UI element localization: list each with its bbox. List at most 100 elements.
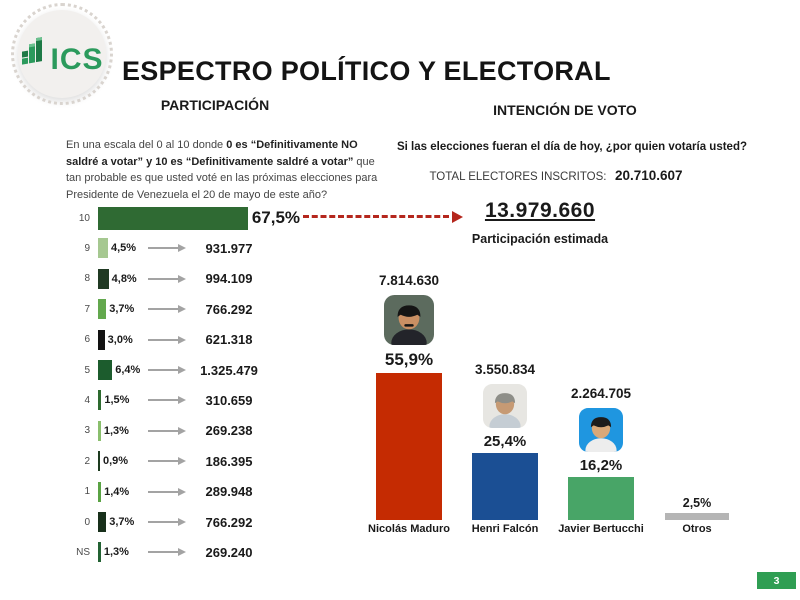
candidate-name: Javier Bertucchi	[558, 523, 644, 535]
participation-percent: 0,9%	[103, 455, 129, 468]
arrow-right-icon	[148, 457, 186, 466]
scale-tick-label: 5	[84, 364, 90, 376]
scale-tick-label: 8	[84, 273, 90, 285]
participation-percent: 1,3%	[103, 424, 129, 437]
participation-row: 8 4,8% 994.109	[60, 264, 390, 294]
participation-bar	[98, 360, 113, 380]
participation-percent: 3,7%	[109, 516, 135, 528]
participation-percent: 4,5%	[110, 242, 137, 255]
arrow-right-icon	[148, 548, 186, 557]
participation-bar	[98, 206, 248, 230]
candidate-column: 3.550.834 25,4% Henri Falcón	[457, 260, 553, 538]
arrow-right-icon	[148, 518, 186, 526]
participation-bar	[98, 268, 109, 289]
estimated-participation-label: Participación estimada	[471, 232, 609, 246]
candidate-percent: 55,9%	[384, 350, 434, 369]
arrow-right-icon	[148, 305, 186, 314]
participation-row: 1 1,4% 289.948	[60, 477, 390, 507]
vote-intention-chart: 7.814.630 55,9% Nicolás Maduro 3.550.834 25,…	[340, 260, 780, 540]
participation-bar	[98, 390, 102, 411]
arrow-right-icon	[148, 335, 186, 344]
scale-tick-label: NS	[76, 546, 90, 558]
estimated-participation-value: 13.979.660	[484, 199, 596, 222]
candidate-votes: 7.814.630	[378, 273, 440, 288]
participation-row: 3 1,3% 269.238	[60, 416, 390, 446]
candidate-votes: 3.550.834	[474, 362, 536, 377]
participation-percent: 4,8%	[111, 272, 137, 285]
participation-percent: 3,7%	[109, 303, 135, 316]
estimate-dashed-arrow-icon	[303, 211, 463, 223]
arrow-right-icon	[148, 274, 186, 283]
ics-logo: ICS	[11, 3, 113, 105]
participation-percent: 3,0%	[107, 333, 133, 346]
ics-logo-icon	[20, 36, 48, 73]
vote-intention-heading: INTENCIÓN DE VOTO	[493, 102, 637, 118]
candidate-percent: 16,2%	[579, 457, 623, 474]
candidate-votes: 2.264.705	[570, 386, 632, 401]
total-electors-label: TOTAL ELECTORES INSCRITOS:	[429, 171, 607, 183]
vote-bar	[568, 477, 634, 520]
vote-intention-question: Si las elecciones fueran el día de hoy, …	[397, 141, 747, 153]
participation-count: 269.240	[205, 544, 253, 560]
participation-count: 289.948	[205, 484, 253, 500]
participation-bar	[98, 238, 108, 259]
vote-bar	[472, 453, 538, 520]
participation-bar	[98, 299, 107, 320]
participation-count: 766.292	[205, 514, 253, 530]
participation-percent: 67,5%	[251, 208, 301, 227]
candidate-column: 2,5% Otros	[649, 260, 745, 538]
participation-percent: 1,4%	[104, 485, 130, 498]
arrow-right-icon	[148, 487, 186, 496]
participation-row: 7 3,7% 766.292	[60, 294, 390, 324]
total-electors-line: TOTAL ELECTORES INSCRITOS: 20.710.607	[400, 167, 712, 185]
arrow-right-icon	[148, 244, 186, 253]
vote-bar	[665, 513, 729, 520]
participation-row: 4 1,5% 310.659	[60, 385, 390, 415]
participation-row: 9 4,5% 931.977	[60, 233, 390, 263]
scale-tick-label: 10	[78, 212, 90, 224]
scale-tick-label: 7	[84, 303, 90, 315]
participation-bar	[98, 542, 101, 563]
candidate-name: Otros	[682, 523, 712, 535]
logo-text: ICS	[50, 42, 104, 76]
participation-count: 269.238	[205, 423, 253, 439]
arrow-right-icon	[148, 366, 186, 374]
participation-count: 310.659	[205, 392, 253, 408]
candidate-photo	[384, 295, 434, 345]
scale-tick-label: 1	[84, 486, 90, 498]
scale-tick-label: 0	[84, 516, 90, 528]
candidate-photo	[483, 384, 527, 428]
participation-row: 5 6,4% 1.325.479	[60, 355, 390, 385]
participation-count: 1.325.479	[200, 362, 258, 378]
participation-bar	[98, 420, 101, 441]
candidate-name: Henri Falcón	[471, 523, 539, 535]
estimated-participation: 13.979.660 Participación estimada	[440, 199, 640, 246]
candidate-percent: 2,5%	[682, 496, 712, 510]
candidate-column: 7.814.630 55,9% Nicolás Maduro	[361, 260, 457, 538]
participation-bar	[98, 451, 100, 472]
participation-row: 6 3,0% 621.318	[60, 325, 390, 355]
participation-chart: 10 67,5% 9 4,5% 931.977 8 4,8% 994.109 7 3,7% 766.…	[60, 203, 390, 575]
page-title: ESPECTRO POLÍTICO Y ELECTORAL	[122, 56, 611, 87]
candidate-name: Nicolás Maduro	[368, 523, 450, 535]
scale-tick-label: 2	[84, 455, 90, 467]
participation-percent: 1,5%	[104, 394, 130, 407]
participation-count: 186.395	[205, 453, 253, 469]
participation-bar	[98, 329, 105, 350]
participation-count: 931.977	[205, 240, 253, 256]
candidate-percent: 25,4%	[483, 433, 527, 450]
participation-count: 994.109	[205, 271, 253, 287]
candidate-photo	[579, 408, 623, 452]
participation-count: 621.318	[205, 332, 253, 348]
participation-row: 0 3,7% 766.292	[60, 507, 390, 537]
page-number-badge: 3	[757, 572, 796, 589]
scale-tick-label: 6	[84, 334, 90, 346]
arrow-right-icon	[148, 426, 186, 435]
candidate-column: 2.264.705 16,2% Javier Bertucchi	[553, 260, 649, 538]
participation-row: 2 0,9% 186.395	[60, 446, 390, 476]
scale-tick-label: 4	[84, 394, 90, 406]
participation-percent: 6,4%	[115, 364, 141, 376]
participation-row: NS 1,3% 269.240	[60, 537, 390, 567]
participation-percent: 1,3%	[103, 546, 129, 559]
